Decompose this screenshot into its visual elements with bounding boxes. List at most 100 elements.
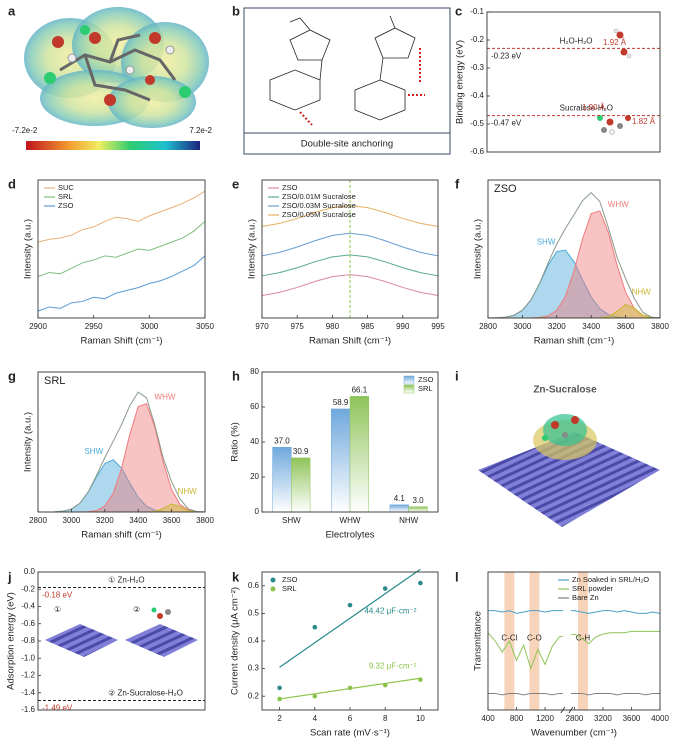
line — [37, 190, 206, 243]
peak-label: SHW — [537, 237, 556, 246]
y-tick-label: 0 — [255, 507, 260, 516]
slope-label: 9.32 μF·cm⁻² — [369, 661, 417, 670]
y-tick-label: -1.4 — [21, 688, 35, 697]
value-label: 58.9 — [333, 398, 349, 407]
panel-label: i — [455, 368, 459, 383]
bar — [408, 506, 428, 513]
x-tick-label: 4 — [313, 714, 318, 723]
band-label: C-H — [576, 633, 590, 642]
x-tick-label: 980 — [326, 322, 340, 331]
x-axis-label: Electrolytes — [325, 530, 374, 541]
legend-label: SRL powder — [572, 584, 613, 593]
point — [382, 586, 388, 591]
x-tick-label: 3400 — [582, 322, 600, 331]
x-tick-label: 8 — [383, 714, 388, 723]
x-tick-label: 995 — [431, 322, 445, 331]
level-value: -0.47 eV — [491, 119, 522, 128]
panel-label: h — [232, 368, 240, 383]
y-tick-label: 80 — [250, 367, 259, 376]
peak-label: SHW — [84, 447, 103, 456]
plot-frame — [487, 179, 661, 319]
inset-label: ② — [133, 605, 140, 614]
point — [418, 580, 423, 586]
y-tick-label: 0.2 — [248, 691, 260, 700]
annotation: 1.92 Å — [603, 38, 627, 47]
x-axis-label: Raman Shift (cm⁻¹) — [309, 336, 391, 347]
y-axis-label: Transmittance — [473, 611, 484, 671]
y-tick-label: 20 — [250, 472, 259, 481]
y-tick-label: 60 — [250, 402, 259, 411]
y-axis-label: Ratio (%) — [230, 422, 241, 462]
x-axis-label: Scan rate (mV·s⁻¹) — [310, 728, 390, 739]
y-axis-label: Adsorption energy (eV) — [6, 592, 17, 690]
molecule-icons — [597, 28, 632, 135]
legend-label: ZSO — [418, 375, 434, 384]
y-tick-label: 0.5 — [248, 609, 260, 618]
x-tick-label: 3400 — [129, 516, 147, 525]
y-tick-label: -0.5 — [470, 119, 484, 128]
y-tick-label: 0.3 — [248, 664, 260, 673]
legend-label: SRL — [282, 584, 297, 593]
panel-label: b — [232, 3, 240, 18]
x-tick-label: 3000 — [63, 516, 81, 525]
fit-line — [279, 568, 421, 668]
x-tick-label: SHW — [282, 516, 301, 525]
x-tick-label: 2800 — [479, 322, 497, 331]
x-tick-label: 3050 — [196, 322, 214, 331]
line — [487, 191, 661, 319]
line — [261, 232, 439, 257]
point — [277, 696, 282, 702]
annotation: 1.82 Å — [632, 117, 656, 126]
x-tick-label: WHW — [340, 516, 361, 525]
bar — [349, 396, 370, 513]
bar — [291, 457, 311, 513]
y-tick-label: 0.0 — [24, 567, 36, 576]
point — [277, 685, 282, 691]
esp-surface: -7.2e-2 7.2e-2 — [12, 7, 213, 150]
y-axis-label: Intensity (a.u.) — [473, 219, 484, 279]
x-tick-label: 990 — [396, 322, 410, 331]
level-name: ② Zn-Sucralose-H₂O — [108, 689, 183, 698]
plot-frame — [37, 179, 206, 319]
y-tick-label: 40 — [250, 437, 259, 446]
legend-label: ZSO/0.05M Sucralose — [282, 210, 356, 219]
line — [261, 254, 439, 277]
y-axis-label: Binding energy (eV) — [455, 40, 466, 124]
plot-frame — [261, 179, 439, 319]
level-value: -1.49 eV — [42, 704, 73, 713]
x-tick-label: 3800 — [651, 322, 669, 331]
x-tick-label: 10 — [416, 714, 425, 723]
legend-swatch — [270, 577, 276, 583]
x-tick-label: 970 — [255, 322, 269, 331]
x-tick-label: 400 — [481, 714, 495, 723]
line — [488, 610, 661, 614]
plot-frame — [261, 371, 439, 513]
x-tick-label: 975 — [291, 322, 305, 331]
x-tick-label: 2950 — [85, 322, 103, 331]
plot-frame — [486, 11, 661, 153]
x-axis-label: Raman Shift (cm⁻¹) — [80, 336, 162, 347]
band — [529, 572, 540, 710]
point — [347, 685, 353, 691]
colorbar-max: 7.2e-2 — [189, 126, 212, 135]
line — [487, 630, 660, 671]
level-name: H₂O-H₂O — [560, 37, 593, 46]
peak-label: NHW — [178, 487, 198, 496]
bar — [330, 408, 351, 513]
panel-label: j — [7, 569, 12, 584]
bar — [272, 447, 292, 513]
inset-label: ① — [54, 605, 61, 614]
axis-break — [562, 571, 571, 711]
y-tick-label: -0.3 — [470, 63, 484, 72]
peak-label: WHW — [155, 393, 176, 402]
inset-title: SRL — [44, 375, 65, 387]
inset-title: ZSO — [494, 183, 517, 195]
y-tick-label: -1.6 — [21, 705, 35, 714]
panel-label: g — [8, 368, 16, 383]
y-tick-label: 0.4 — [248, 636, 260, 645]
legend-label: SRL — [418, 384, 433, 393]
x-tick-label: 6 — [348, 714, 353, 723]
band-label: C-Cl — [501, 633, 517, 642]
slab-insets: ① ② — [45, 605, 198, 657]
molecule-diagram: Double-site anchoring — [243, 7, 451, 155]
